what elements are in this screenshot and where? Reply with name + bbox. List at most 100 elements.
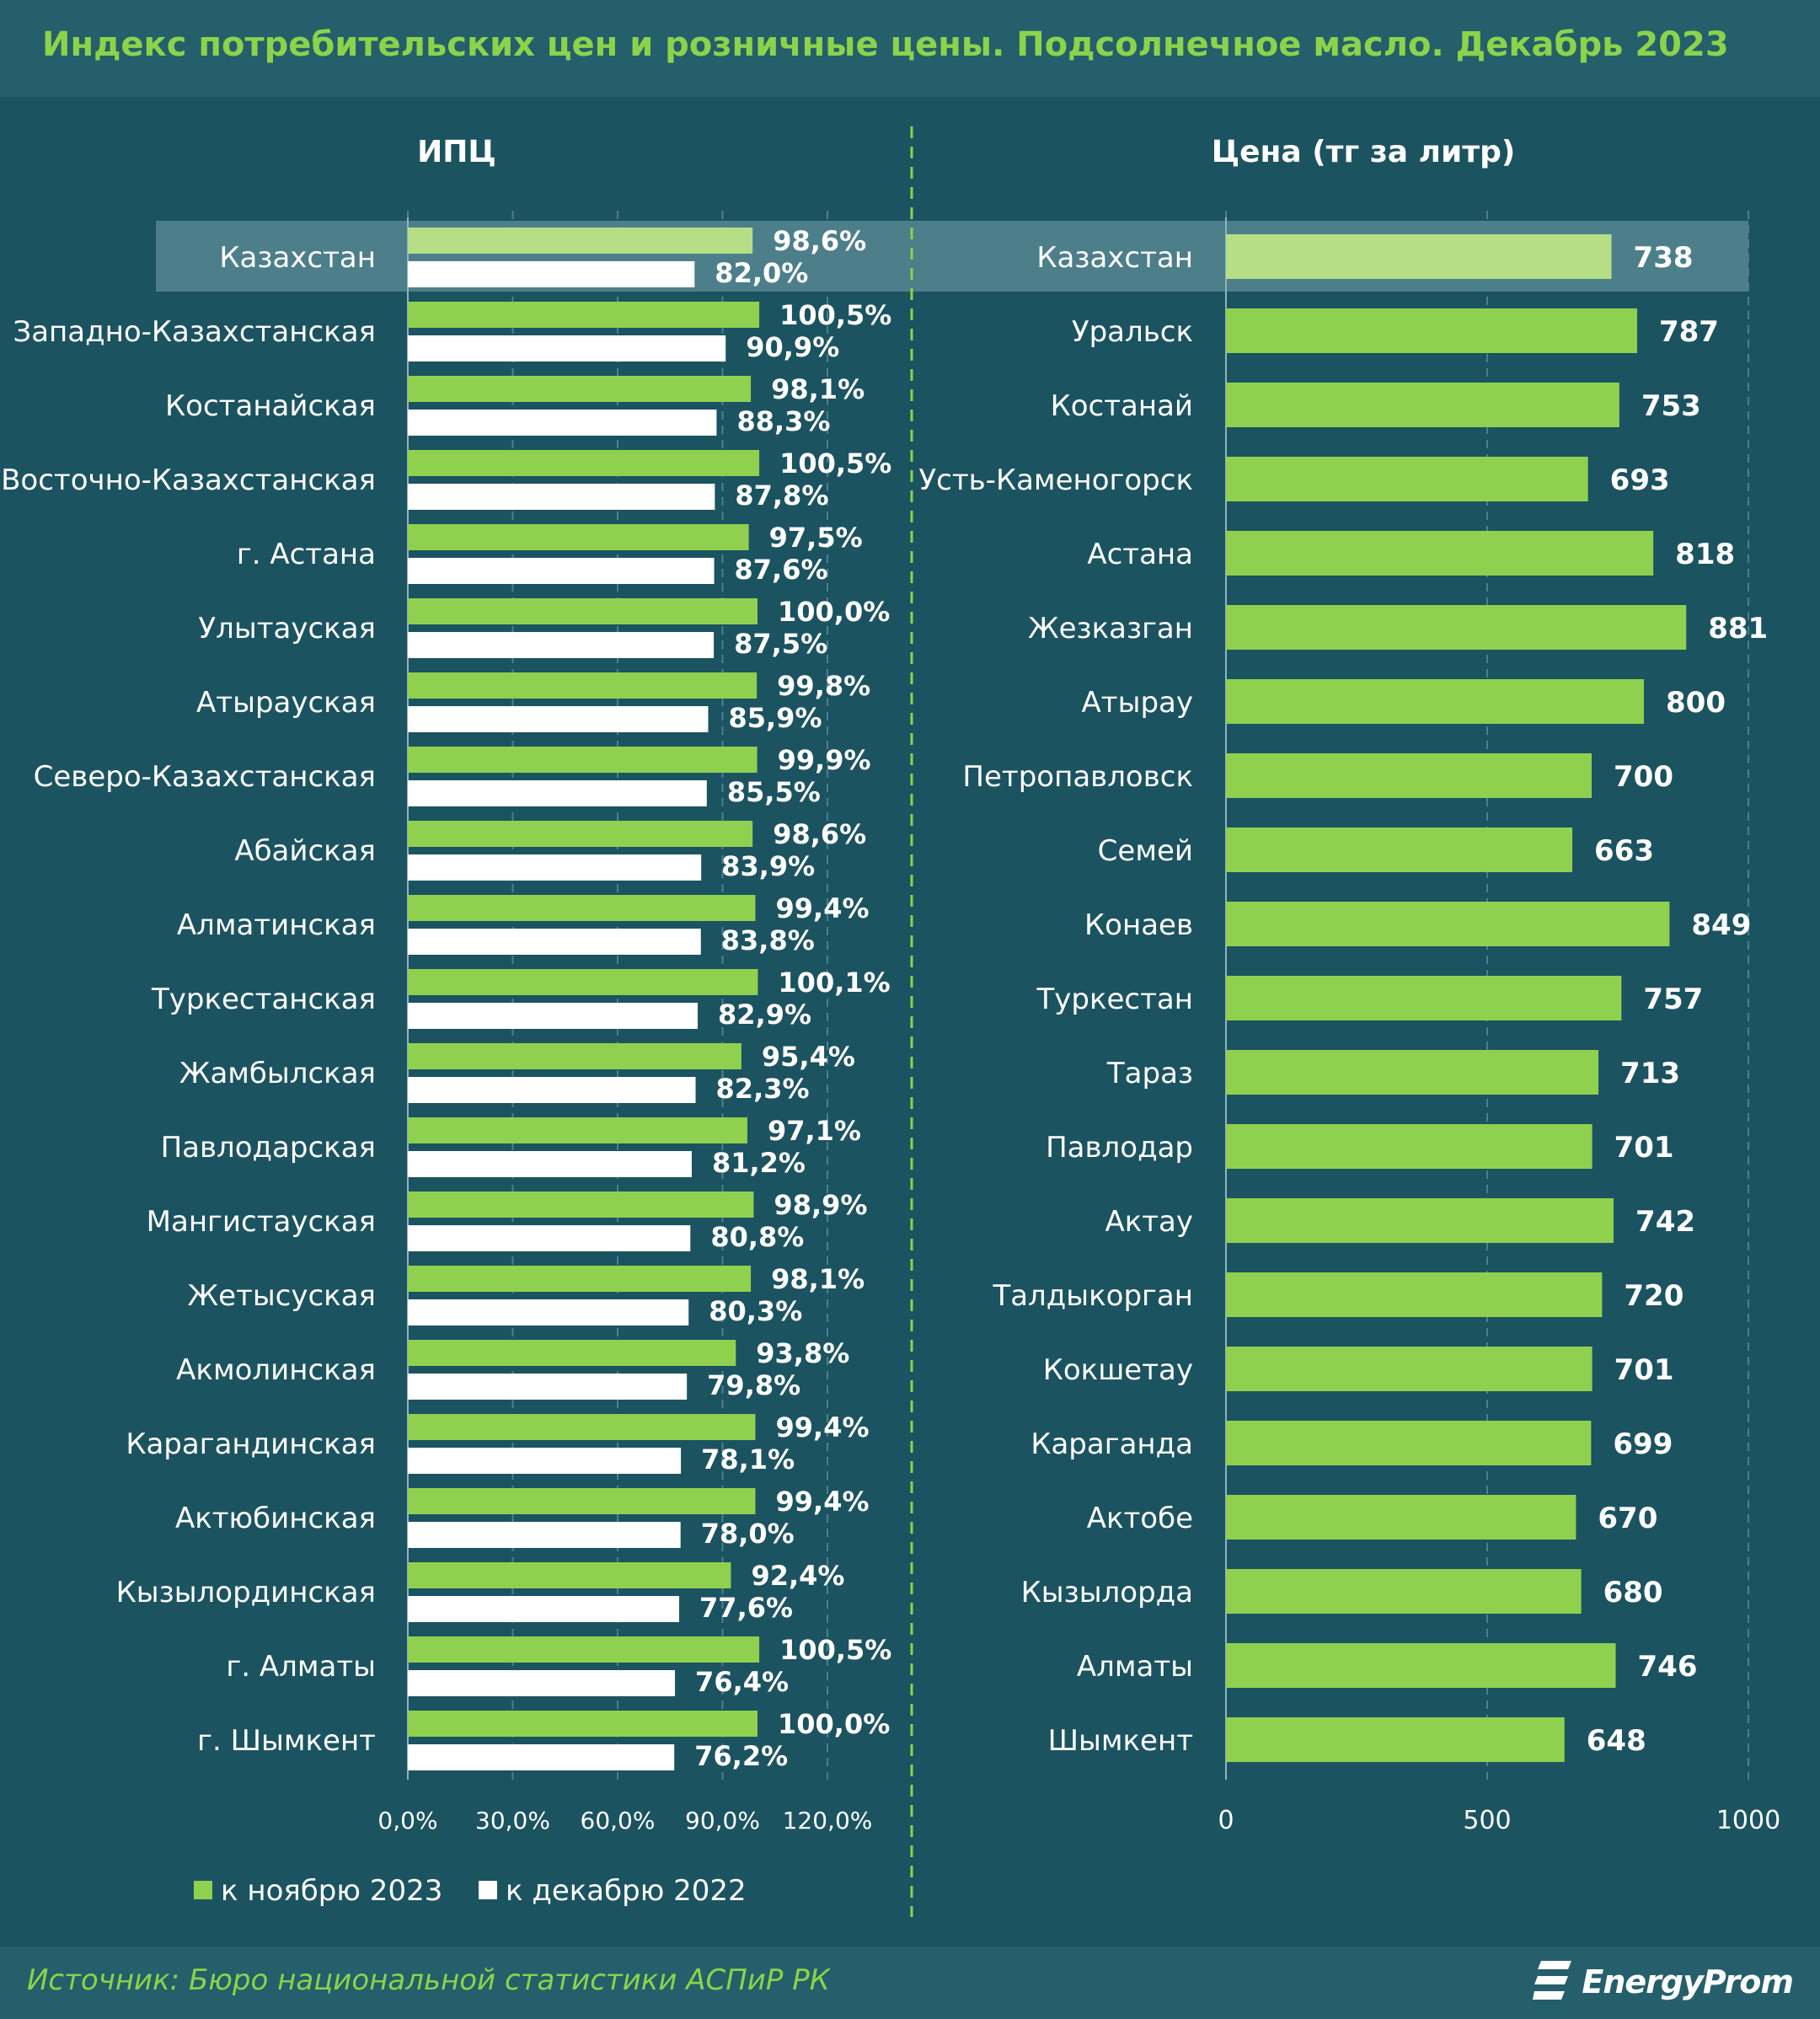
cpi-bar-nov2023 <box>408 228 753 254</box>
cpi-bar-nov2023 <box>408 1192 754 1218</box>
cpi-bar-nov2023 <box>408 302 760 328</box>
price-category-label: Кызылорда <box>1021 1576 1193 1609</box>
price-bar <box>1226 234 1612 279</box>
price-category-label: Астана <box>1087 538 1193 571</box>
cpi-bar-nov2023 <box>408 1266 752 1292</box>
price-data-label: 699 <box>1613 1427 1673 1461</box>
price-data-label: 693 <box>1610 463 1670 497</box>
price-data-label: 713 <box>1620 1057 1680 1090</box>
cpi-bar-dec2022 <box>408 1151 692 1177</box>
price-bar <box>1226 383 1619 427</box>
cpi-tick-label: 90,0% <box>685 1807 760 1834</box>
cpi-data-label-dec2022: 76,4% <box>695 1666 789 1698</box>
cpi-category-label: Павлодарская <box>161 1131 376 1165</box>
cpi-data-label-dec2022: 79,8% <box>707 1369 800 1401</box>
cpi-bar-nov2023 <box>408 1562 731 1588</box>
cpi-bar-nov2023 <box>408 969 758 995</box>
cpi-bar-dec2022 <box>408 410 717 436</box>
cpi-bar-dec2022 <box>408 632 715 658</box>
cpi-bar-dec2022 <box>408 1077 696 1103</box>
legend-label-dec2022: к декабрю 2022 <box>506 1874 747 1908</box>
price-data-label: 700 <box>1614 760 1673 794</box>
price-data-label: 849 <box>1691 908 1751 942</box>
cpi-bar-dec2022 <box>408 780 707 806</box>
cpi-category-label: Алматинская <box>177 908 376 942</box>
price-bar <box>1226 1421 1592 1465</box>
cpi-category-label: Костанайская <box>165 389 376 423</box>
cpi-tick-label: 0,0% <box>377 1807 437 1834</box>
price-bar <box>1226 457 1588 501</box>
cpi-category-label: Северо-Казахстанская <box>34 760 376 794</box>
price-bar <box>1226 902 1670 946</box>
price-category-label: Семей <box>1098 834 1193 868</box>
cpi-data-label-nov2023: 98,1% <box>771 373 864 405</box>
price-category-label: Казахстан <box>1036 241 1193 275</box>
legend-label-nov2023: к ноябрю 2023 <box>221 1874 442 1908</box>
price-bar <box>1226 1569 1582 1614</box>
cpi-data-label-dec2022: 87,5% <box>734 628 827 660</box>
cpi-category-label: Актюбинская <box>175 1502 376 1535</box>
cpi-category-label: Туркестанская <box>151 983 376 1016</box>
cpi-bar-nov2023 <box>408 598 757 624</box>
cpi-bar-nov2023 <box>408 524 749 550</box>
cpi-data-label-dec2022: 82,9% <box>718 999 811 1031</box>
cpi-category-label: Казахстан <box>219 241 376 275</box>
price-data-label: 800 <box>1666 686 1726 720</box>
price-data-label: 757 <box>1643 983 1703 1016</box>
cpi-bar-dec2022 <box>408 484 715 510</box>
price-bar <box>1226 1050 1599 1095</box>
cpi-bar-dec2022 <box>408 558 715 584</box>
price-category-label: Актау <box>1105 1205 1193 1239</box>
price-bar <box>1226 1717 1565 1762</box>
cpi-data-label-nov2023: 100,0% <box>778 1708 890 1740</box>
footer-band <box>0 1947 1820 2019</box>
price-category-label: Павлодар <box>1046 1131 1193 1165</box>
cpi-bar-dec2022 <box>408 1225 691 1251</box>
cpi-category-label: Атырауская <box>196 686 376 720</box>
cpi-data-label-nov2023: 99,4% <box>776 1411 870 1443</box>
cpi-data-label-dec2022: 77,6% <box>699 1592 793 1624</box>
cpi-category-label: Западно-Казахстанская <box>13 315 376 349</box>
cpi-data-label-dec2022: 78,0% <box>701 1518 795 1550</box>
cpi-category-label: Мангистауская <box>147 1205 376 1239</box>
cpi-data-label-dec2022: 88,3% <box>736 405 830 437</box>
cpi-bar-nov2023 <box>408 1636 760 1663</box>
cpi-category-label: Жамбылская <box>179 1057 376 1090</box>
cpi-bar-nov2023 <box>408 1711 757 1737</box>
cpi-data-label-dec2022: 80,3% <box>709 1295 802 1327</box>
price-data-label: 720 <box>1624 1279 1684 1313</box>
cpi-bar-nov2023 <box>408 821 753 847</box>
price-category-label: Конаев <box>1084 908 1193 942</box>
price-data-label: 746 <box>1638 1650 1698 1684</box>
price-bar <box>1226 1643 1616 1688</box>
cpi-data-label-dec2022: 83,8% <box>721 924 815 956</box>
cpi-category-label: Кызылординская <box>116 1576 376 1609</box>
cpi-tick-label: 120,0% <box>783 1807 873 1834</box>
cpi-data-label-nov2023: 97,5% <box>769 522 863 554</box>
price-category-label: Тараз <box>1106 1057 1193 1090</box>
header-band <box>0 0 1820 97</box>
cpi-bar-dec2022 <box>408 335 726 361</box>
price-category-label: Уральск <box>1072 315 1193 349</box>
price-bar <box>1226 1347 1592 1391</box>
chart-title: Индекс потребительских цен и розничные ц… <box>42 25 1729 64</box>
cpi-bar-nov2023 <box>408 376 752 402</box>
cpi-data-label-nov2023: 100,5% <box>779 1634 891 1666</box>
cpi-category-label: Улытауская <box>198 612 376 645</box>
price-data-label: 670 <box>1598 1502 1657 1535</box>
cpi-bar-dec2022 <box>408 1522 681 1548</box>
cpi-bar-nov2023 <box>408 1488 756 1514</box>
price-bar <box>1226 605 1687 650</box>
cpi-data-label-nov2023: 100,0% <box>778 596 890 628</box>
price-bar <box>1226 679 1644 724</box>
cpi-category-label: Абайская <box>234 834 376 868</box>
cpi-bar-nov2023 <box>408 450 760 476</box>
cpi-bar-dec2022 <box>408 1596 680 1622</box>
price-bar <box>1226 1495 1576 1540</box>
price-tick-label: 1000 <box>1716 1806 1780 1835</box>
cpi-data-label-dec2022: 85,5% <box>727 776 821 808</box>
cpi-data-label-nov2023: 98,9% <box>774 1189 867 1221</box>
price-data-label: 742 <box>1635 1205 1695 1239</box>
cpi-data-label-dec2022: 81,2% <box>712 1147 806 1179</box>
cpi-category-label: г. Алматы <box>226 1650 376 1684</box>
